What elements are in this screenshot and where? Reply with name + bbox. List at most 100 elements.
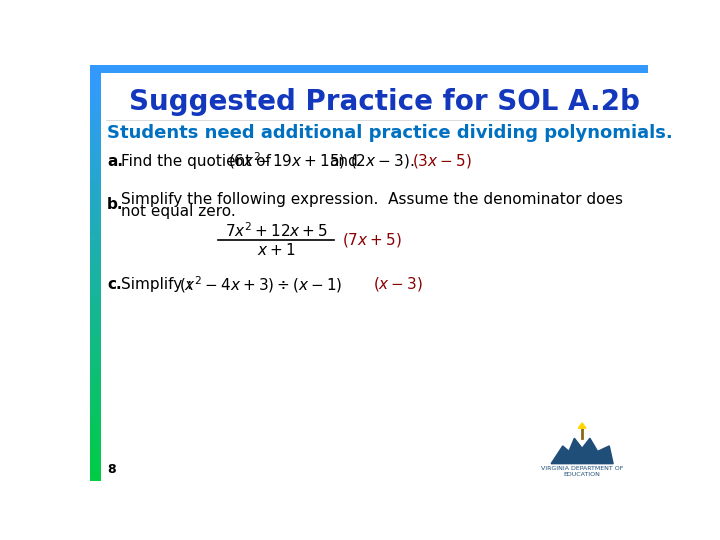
Bar [90,293,101,298]
Text: and: and [329,153,357,168]
Text: Find the quotient of: Find the quotient of [121,153,271,168]
Bar [90,265,101,269]
Bar [90,448,101,452]
Bar [90,187,101,191]
Bar [90,113,101,118]
Bar [90,134,101,138]
Text: c.: c. [107,276,122,292]
Bar [90,366,101,370]
Bar [90,281,101,285]
Bar [90,228,101,232]
Text: 8: 8 [107,463,116,476]
Text: $(3x - 5)$: $(3x - 5)$ [412,152,472,170]
Bar [90,97,101,102]
Bar [90,130,101,134]
Bar [90,415,101,420]
Text: Simplify the following expression.  Assume the denominator does: Simplify the following expression. Assum… [121,192,623,207]
Bar [90,431,101,436]
Bar [90,154,101,159]
Bar [90,329,101,334]
Bar [90,105,101,110]
Bar [90,118,101,122]
Bar [90,379,101,383]
Bar [90,146,101,151]
Bar [90,215,101,220]
Bar [90,211,101,216]
Bar [90,224,101,228]
Text: $(x^2 - 4x + 3) \div (x - 1)$: $(x^2 - 4x + 3) \div (x - 1)$ [179,274,343,295]
Bar [90,163,101,167]
Bar [90,126,101,130]
Text: $(2x - 3)$.: $(2x - 3)$. [351,152,415,170]
Bar [90,244,101,248]
Bar [90,175,101,179]
Text: Simplify :: Simplify : [121,276,192,292]
Bar [90,338,101,342]
Bar [90,350,101,354]
Polygon shape [551,438,613,464]
Bar [90,354,101,359]
Bar [90,138,101,143]
Bar [90,374,101,379]
Bar [90,102,101,106]
Bar [90,65,648,73]
Text: $(6x^2$: $(6x^2$ [228,151,261,171]
Bar [90,476,101,481]
Text: a.: a. [107,153,123,168]
Bar [90,122,101,126]
Bar [90,326,101,330]
Bar [90,203,101,208]
Bar [90,276,101,281]
Bar [90,220,101,224]
Bar [90,256,101,261]
Bar [90,142,101,146]
Bar [90,301,101,306]
Bar [90,110,101,114]
Bar [90,334,101,338]
Polygon shape [578,423,586,428]
Bar [90,85,101,90]
Bar [90,419,101,423]
Bar [90,166,101,171]
Bar [90,309,101,314]
Bar [90,472,101,476]
Bar [90,297,101,301]
Bar [90,158,101,163]
Bar [90,362,101,367]
Text: Students need additional practice dividing polynomials.: Students need additional practice dividi… [107,124,672,141]
Bar [90,89,101,93]
Bar [90,451,101,456]
Bar [90,390,101,395]
Bar [90,427,101,431]
Bar [90,395,101,399]
Bar [90,171,101,175]
Bar [90,460,101,464]
Bar [90,411,101,415]
Bar [90,273,101,277]
Bar [90,183,101,187]
Bar [90,150,101,155]
Bar [90,443,101,448]
Bar [90,342,101,346]
Bar [90,232,101,236]
Bar [90,440,101,444]
Bar [90,456,101,460]
Bar [90,407,101,411]
Bar [90,399,101,403]
Bar [90,468,101,472]
Bar [90,370,101,375]
Bar [90,321,101,326]
Text: $(x - 3)$: $(x - 3)$ [373,275,423,293]
Bar [90,305,101,309]
Text: $(7x + 5)$: $(7x + 5)$ [342,231,402,249]
Bar [90,195,101,200]
Bar [90,236,101,240]
Text: $7x^2 + 12x + 5$: $7x^2 + 12x + 5$ [225,221,328,240]
Bar [90,81,101,85]
Bar [90,289,101,293]
Bar [90,199,101,204]
Bar [90,207,101,212]
Bar [90,179,101,183]
Bar [90,313,101,318]
Text: VIRGINIA DEPARTMENT OF
EDUCATION: VIRGINIA DEPARTMENT OF EDUCATION [541,466,624,477]
